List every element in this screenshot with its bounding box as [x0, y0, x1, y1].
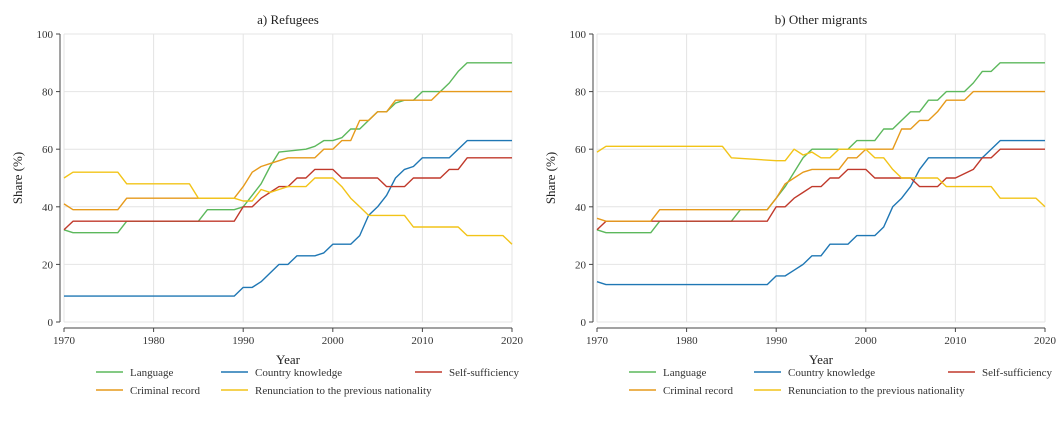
y-tick-label: 60 — [42, 144, 54, 156]
series-line-4 — [596, 145, 1046, 208]
y-tick-label: 20 — [575, 259, 587, 271]
legend-label: Criminal record — [663, 385, 733, 397]
y-axis-label: Share (%) — [543, 152, 558, 204]
legend-label: Renunciation to the previous nationality — [255, 385, 432, 397]
legend-label: Criminal record — [130, 385, 200, 397]
y-tick-label: 100 — [37, 29, 54, 41]
y-tick-label: 80 — [42, 87, 54, 99]
x-tick-label: 2000 — [855, 335, 878, 347]
y-tick-label: 0 — [581, 317, 587, 329]
chart-title: a) Refugees — [257, 12, 319, 27]
x-tick-label: 2010 — [411, 335, 434, 347]
series-line-2 — [63, 157, 512, 231]
y-tick-label: 40 — [575, 202, 587, 214]
chart-title: b) Other migrants — [775, 12, 867, 27]
legend-label: Language — [130, 367, 173, 379]
series-line-4 — [63, 171, 513, 245]
y-tick-label: 60 — [575, 144, 587, 156]
legend-label: Country knowledge — [255, 367, 342, 379]
series-line-1 — [596, 139, 1045, 286]
series-line-2 — [596, 148, 1045, 231]
x-tick-label: 2000 — [322, 335, 345, 347]
y-axis-label: Share (%) — [10, 152, 25, 204]
x-tick-label: 1970 — [53, 335, 76, 347]
x-tick-label: 1970 — [586, 335, 609, 347]
series-line-0 — [63, 62, 512, 234]
legend-label: Language — [663, 367, 706, 379]
panel-other-migrants: b) Other migrants 0 20 40 60 80 100 1970 1980 199… — [543, 12, 1057, 397]
x-tick-label: 2010 — [944, 335, 967, 347]
x-tick-label: 2020 — [1034, 335, 1057, 347]
x-tick-label: 1980 — [143, 335, 166, 347]
y-tick-label: 0 — [48, 317, 54, 329]
legend-label: Renunciation to the previous nationality — [788, 385, 965, 397]
x-tick-label: 1980 — [676, 335, 699, 347]
x-tick-label: 2020 — [501, 335, 524, 347]
x-axis-label: Year — [276, 352, 301, 367]
series-line-1 — [64, 139, 512, 297]
x-axis-label: Year — [809, 352, 834, 367]
legend-label: Country knowledge — [788, 367, 875, 379]
y-tick-label: 20 — [42, 259, 54, 271]
x-tick-label: 1990 — [232, 335, 255, 347]
legend-label: Self-sufficiency — [449, 367, 520, 379]
legend-label: Self-sufficiency — [982, 367, 1053, 379]
y-tick-label: 80 — [575, 87, 587, 99]
x-tick-label: 1990 — [765, 335, 788, 347]
y-tick-label: 40 — [42, 202, 54, 214]
y-tick-label: 100 — [570, 29, 587, 41]
series-line-3 — [596, 90, 1045, 222]
panel-refugees: a) Refugees 0 20 40 60 80 100 1970 1980 1990 2000 2… — [10, 12, 524, 397]
